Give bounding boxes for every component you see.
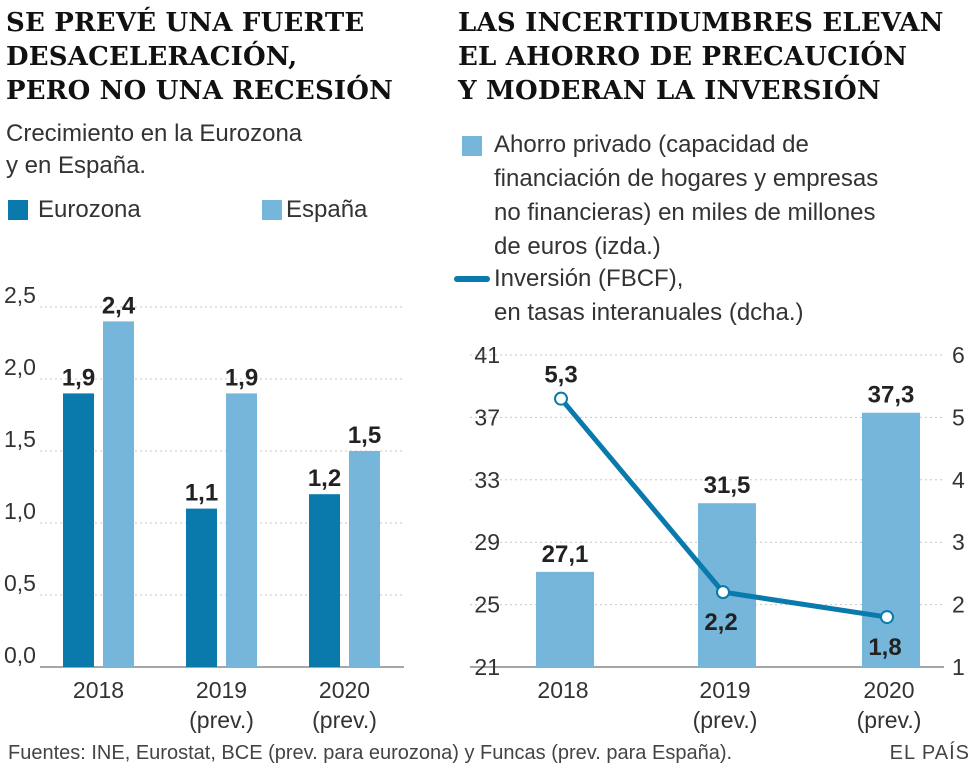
right-y-right-tick-label: 4: [952, 467, 965, 493]
left-y-tick-label: 1,5: [4, 426, 36, 452]
left-subtitle-line: Crecimiento en la Eurozona: [6, 120, 303, 147]
bar-value-label: 1,2: [308, 465, 341, 492]
legend-ahorro: Ahorro privado (capacidad de financiació…: [462, 128, 878, 264]
right-y-left-tick-label: 33: [474, 467, 500, 493]
right-x-tick-label: 2020: [863, 677, 914, 703]
line-value-label: 1,8: [868, 634, 901, 661]
right-x-tick-label: (prev.): [857, 707, 922, 733]
bar-value-label: 1,1: [185, 480, 218, 507]
bar-espana: [349, 451, 380, 667]
bar-value-label: 1,5: [348, 422, 381, 449]
bar-ahorro: [698, 503, 756, 667]
bar-value-label: 1,9: [225, 364, 258, 391]
legend-ahorro-line: no financieras) en miles de millones: [494, 199, 876, 226]
legend-espana-label: España: [286, 196, 368, 223]
right-y-right-tick-label: 1: [952, 654, 965, 680]
brand-logo: EL PAÍS: [889, 742, 970, 764]
right-y-left-tick-label: 29: [474, 529, 500, 555]
left-title-line: SE PREVÉ UNA FUERTE: [6, 8, 365, 38]
legend-eurozona-label: Eurozona: [38, 196, 141, 223]
bar-value-label: 31,5: [704, 472, 751, 499]
right-x-tick-label: (prev.): [693, 707, 758, 733]
legend-eurozona: Eurozona: [8, 196, 141, 224]
bar-eurozona: [309, 494, 340, 667]
right-title-line: LAS INCERTIDUMBRES ELEVAN: [458, 8, 944, 38]
sources-footer: Fuentes: INE, Eurostat, BCE (prev. para …: [8, 742, 733, 764]
left-y-tick-label: 0,0: [4, 642, 36, 668]
right-title-line: Y MODERAN LA INVERSIÓN: [458, 76, 881, 106]
bar-ahorro: [536, 571, 594, 667]
left-title-line: PERO NO UNA RECESIÓN: [6, 76, 394, 106]
bar-value-label: 1,9: [62, 364, 95, 391]
line-point-inversion: [880, 610, 894, 625]
legend-inversion-text: Inversión (FBCF), en tasas interanuales …: [494, 262, 804, 330]
line-point-inversion: [716, 585, 730, 600]
legend-ahorro-swatch: [462, 136, 482, 156]
left-chart-title: SE PREVÉ UNA FUERTE DESACELERACIÓN, PERO…: [6, 6, 446, 108]
left-chart-subtitle: Crecimiento en la Eurozona y en España.: [6, 118, 302, 182]
right-y-left-tick-label: 25: [474, 592, 500, 618]
bar-eurozona: [63, 393, 94, 667]
legend-inversion: Inversión (FBCF), en tasas interanuales …: [454, 262, 804, 330]
legend-ahorro-line: de euros (izda.): [494, 233, 661, 260]
right-title-line: EL AHORRO DE PRECAUCIÓN: [458, 42, 908, 72]
left-x-tick-label: 2019: [196, 677, 247, 703]
legend-ahorro-line: Ahorro privado (capacidad de: [494, 131, 809, 158]
bar-value-label: 27,1: [542, 541, 589, 568]
line-point-inversion: [554, 391, 568, 406]
right-y-right-tick-label: 6: [952, 342, 965, 368]
left-y-tick-label: 2,5: [4, 282, 36, 308]
right-y-left-tick-label: 41: [474, 342, 500, 368]
bar-eurozona: [186, 508, 217, 667]
legend-inversion-line: en tasas interanuales (dcha.): [494, 299, 804, 326]
bar-value-label: 37,3: [868, 382, 915, 409]
left-y-tick-label: 1,0: [4, 498, 36, 524]
legend-espana: España: [262, 196, 367, 224]
bar-espana: [103, 321, 134, 667]
left-x-tick-label: (prev.): [189, 707, 254, 733]
right-y-left-tick-label: 37: [474, 404, 500, 430]
left-x-tick-label: (prev.): [312, 707, 377, 733]
legend-ahorro-text: Ahorro privado (capacidad de financiació…: [494, 128, 878, 264]
right-y-right-tick-label: 3: [952, 529, 965, 555]
right-x-tick-label: 2019: [699, 677, 750, 703]
bar-espana: [226, 393, 257, 667]
line-value-label: 5,3: [544, 362, 577, 389]
legend-inversion-line: Inversión (FBCF),: [494, 265, 684, 292]
right-y-left-tick-label: 21: [474, 654, 500, 680]
right-y-right-tick-label: 2: [952, 592, 965, 618]
legend-eurozona-swatch: [8, 200, 28, 220]
left-x-tick-label: 2018: [73, 677, 124, 703]
left-x-tick-label: 2020: [319, 677, 370, 703]
left-subtitle-line: y en España.: [6, 152, 147, 179]
right-y-right-tick-label: 5: [952, 404, 965, 430]
legend-ahorro-line: financiación de hogares y empresas: [494, 165, 879, 192]
left-y-tick-label: 2,0: [4, 354, 36, 380]
bar-value-label: 2,4: [102, 292, 136, 319]
right-x-tick-label: 2018: [537, 677, 588, 703]
legend-inversion-swatch: [454, 276, 490, 282]
bar-ahorro: [862, 412, 920, 667]
legend-espana-swatch: [262, 200, 282, 220]
right-chart-title: LAS INCERTIDUMBRES ELEVAN EL AHORRO DE P…: [458, 6, 978, 108]
left-y-tick-label: 0,5: [4, 570, 36, 596]
left-title-line: DESACELERACIÓN,: [6, 42, 298, 72]
line-value-label: 2,2: [704, 609, 737, 636]
